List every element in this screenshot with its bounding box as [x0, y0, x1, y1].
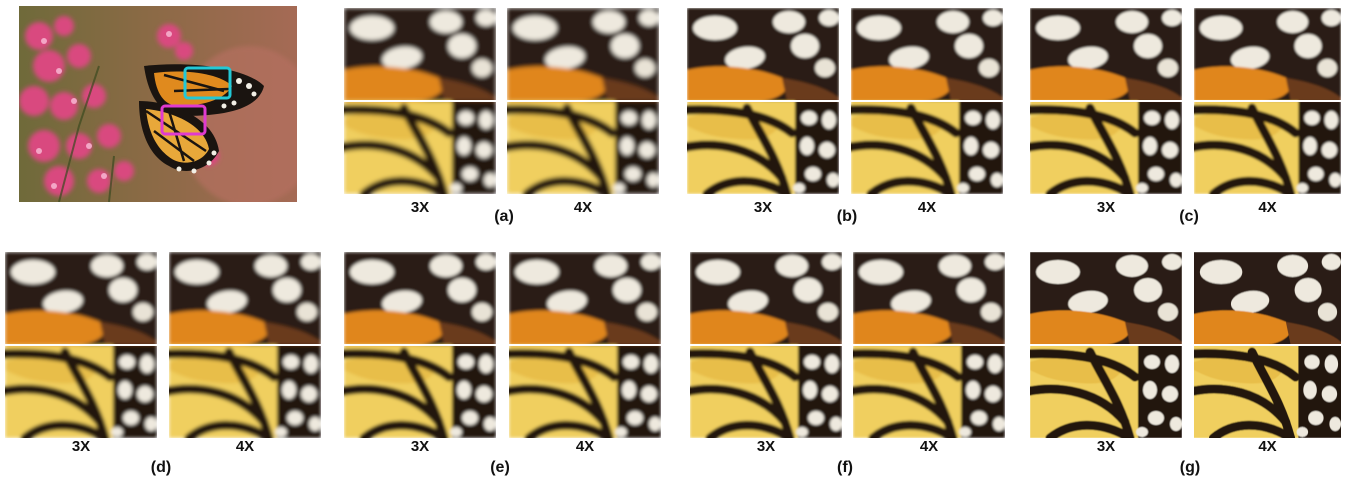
panel-b-scale-label: 3X	[753, 199, 773, 216]
panel-e-caption: (e)	[490, 459, 510, 476]
panel-d-scale-label: 3X	[71, 438, 91, 455]
panel-g-scale-label: 3X	[1096, 438, 1116, 455]
panel-b-scale-label: 4X	[917, 199, 937, 216]
panel-g-scale-label: 4X	[1258, 438, 1277, 455]
panel-c-scale-label: 3X	[1096, 199, 1116, 216]
panel-d-4x-crop	[169, 252, 321, 438]
panel-d-3x-crop	[5, 252, 157, 438]
panel-c-scale-label: 4X	[1258, 199, 1277, 216]
panel-c-caption: (c)	[1179, 208, 1199, 225]
panel-f-caption: (f)	[837, 459, 853, 476]
panel-b-caption: (b)	[836, 208, 858, 225]
panel-e-4x-crop	[509, 252, 661, 438]
panel-e-scale-label: 3X	[410, 438, 430, 455]
panel-b-4x-crop	[851, 8, 1003, 194]
cyan-highlight-box	[183, 66, 232, 100]
panel-c-4x-crop	[1194, 8, 1341, 194]
panel-a-4x-crop	[507, 8, 659, 194]
magenta-highlight-box	[160, 104, 207, 136]
panel-g-4x-crop	[1194, 252, 1341, 438]
panel-a-scale-label: 3X	[410, 199, 430, 216]
panel-d-caption: (d)	[150, 459, 172, 476]
panel-e-scale-label: 4X	[575, 438, 595, 455]
butterfly-overview-image	[19, 6, 297, 202]
panel-e-3x-crop	[344, 252, 496, 438]
panel-a-scale-label: 4X	[573, 199, 593, 216]
panel-f-3x-crop	[690, 252, 842, 438]
panel-f-4x-crop	[853, 252, 1005, 438]
panel-b-3x-crop	[687, 8, 839, 194]
panel-c-3x-crop	[1030, 8, 1182, 194]
panel-g-3x-crop	[1030, 252, 1182, 438]
panel-f-scale-label: 3X	[756, 438, 776, 455]
panel-d-scale-label: 4X	[235, 438, 255, 455]
panel-g-caption: (g)	[1179, 459, 1201, 476]
panel-a-caption: (a)	[494, 208, 514, 225]
panel-f-scale-label: 4X	[919, 438, 939, 455]
panel-a-3x-crop	[344, 8, 496, 194]
